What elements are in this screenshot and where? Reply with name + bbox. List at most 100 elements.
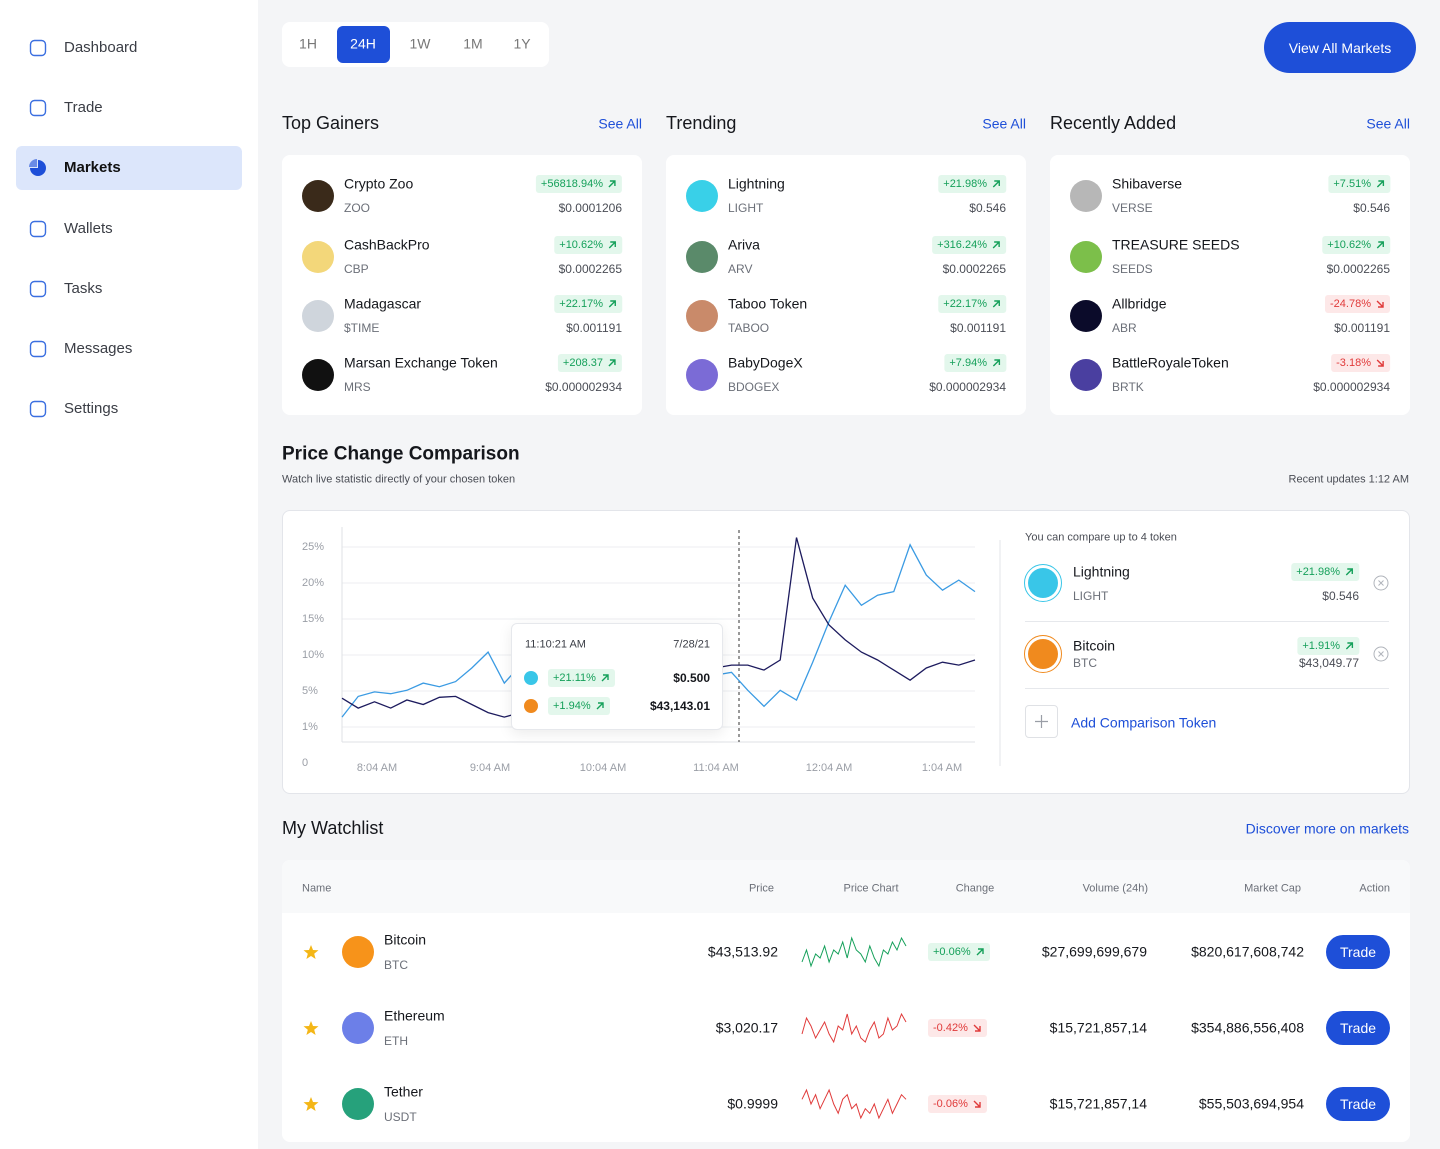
change-badge: +21.11%	[548, 669, 615, 687]
token-price: $3,020.17	[715, 1019, 778, 1036]
see-all-link[interactable]: See All	[598, 115, 642, 132]
token-symbol: $TIME	[344, 320, 380, 335]
y-tick-label: 0	[302, 757, 308, 769]
trade-button[interactable]: Trade	[1326, 1011, 1390, 1045]
arrow-icon	[1345, 642, 1353, 650]
arrow-icon	[608, 241, 616, 249]
tooltip	[511, 623, 723, 730]
sparkline	[801, 936, 907, 968]
token-avatar	[1070, 180, 1102, 212]
token-price: $0.546	[969, 200, 1006, 215]
trade-button[interactable]: Trade	[1326, 935, 1390, 969]
token-name: Taboo Token	[728, 295, 808, 312]
add-token-link[interactable]: Add Comparison Token	[1071, 714, 1217, 731]
x-tick-label: 10:04 AM	[580, 762, 626, 774]
nav-item[interactable]: Messages	[64, 340, 133, 357]
remove-button[interactable]	[1373, 575, 1389, 591]
change-badge: +56818.94%	[535, 175, 622, 193]
volume: $27,699,699,679	[1041, 943, 1147, 960]
arrow-icon	[1376, 359, 1384, 367]
token-name: Crypto Zoo	[344, 175, 414, 192]
change-badge: +208.37	[557, 354, 622, 372]
x-tick-label: 8:04 AM	[357, 762, 397, 774]
token-ring	[1024, 635, 1062, 673]
x-tick-label: 11:04 AM	[693, 762, 739, 774]
see-all-link[interactable]: See All	[1366, 115, 1410, 132]
nav-item[interactable]: Trade	[64, 99, 103, 116]
change-badge: +1.94%	[548, 697, 610, 715]
token-price: $43,513.92	[707, 943, 778, 960]
token-symbol: SEEDS	[1112, 261, 1153, 276]
token-name: Tether	[384, 1083, 423, 1100]
sparkline-line	[801, 936, 907, 968]
plus-icon	[1035, 715, 1048, 728]
y-tick-label: 5%	[302, 685, 318, 697]
arrow-icon	[992, 241, 1000, 249]
change-badge: +7.51%	[1328, 175, 1390, 193]
column-header: Price Chart	[843, 882, 899, 895]
arrow-icon	[1345, 568, 1353, 576]
token-name: TREASURE SEEDS	[1112, 236, 1240, 253]
token-symbol: BTC	[384, 957, 408, 972]
add-icon[interactable]	[1025, 705, 1058, 738]
token-price: $0.0002265	[1326, 261, 1390, 276]
token-avatar	[686, 300, 718, 332]
nav-item[interactable]: Dashboard	[64, 39, 138, 56]
star-icon	[303, 1097, 319, 1111]
token-symbol: USDT	[384, 1109, 417, 1124]
volume: $15,721,857,14	[1049, 1019, 1147, 1036]
arrow-icon	[976, 948, 984, 956]
timeframe-button[interactable]: 1H	[299, 35, 317, 52]
sparkline	[801, 1012, 907, 1044]
nav-item[interactable]: Markets	[64, 159, 121, 176]
nav-item[interactable]: Settings	[64, 400, 119, 417]
token-avatar	[1028, 639, 1058, 669]
arrow-icon	[1376, 300, 1384, 308]
timeframe-button[interactable]: 24H	[350, 35, 376, 52]
token-name: Ethereum	[384, 1007, 445, 1024]
nav-item[interactable]: Wallets	[64, 220, 113, 237]
sparkline-line	[801, 1012, 907, 1044]
y-tick-label: 25%	[302, 541, 324, 553]
token-symbol: ZOO	[344, 200, 370, 215]
timeframe-button[interactable]: 1M	[463, 35, 483, 52]
change-badge: +21.98%	[1291, 563, 1359, 581]
token-avatar	[302, 300, 334, 332]
token-price: $0.000002934	[929, 379, 1006, 394]
view-all-button[interactable]: View All Markets	[1264, 22, 1416, 73]
token-symbol: ARV	[728, 261, 753, 276]
y-tick-label: 1%	[302, 721, 318, 733]
star-icon	[303, 945, 319, 959]
arrow-icon	[1376, 241, 1384, 249]
token-symbol: LIGHT	[1073, 588, 1109, 603]
token-name: Lightning	[728, 175, 785, 192]
see-all-link[interactable]: See All	[982, 115, 1026, 132]
nav-item[interactable]: Tasks	[64, 280, 103, 297]
discover-link[interactable]: Discover more on markets	[1245, 820, 1409, 837]
token-price: $0.001191	[1334, 320, 1390, 335]
token-symbol: MRS	[344, 379, 371, 394]
token-name: Shibaverse	[1112, 175, 1183, 192]
token-name: Allbridge	[1112, 295, 1167, 312]
token-name: Bitcoin	[384, 931, 427, 948]
timeframe-button[interactable]: 1W	[409, 35, 431, 52]
token-price: $0.0002265	[942, 261, 1006, 276]
column-header: Action	[1359, 882, 1390, 895]
change-badge: -3.18%	[1331, 354, 1390, 372]
separator	[1025, 688, 1389, 689]
remove-button[interactable]	[1373, 646, 1389, 662]
token-avatar	[524, 699, 538, 713]
trade-button[interactable]: Trade	[1326, 1087, 1390, 1121]
token-avatar	[524, 671, 538, 685]
nav-icon	[29, 159, 46, 176]
updated-note: Recent updates 1:12 AM	[1288, 473, 1409, 486]
x-tick-label: 1:04 AM	[922, 762, 962, 774]
token-price: $0.000002934	[545, 379, 622, 394]
change-badge: -0.42%	[928, 1019, 987, 1037]
token-name: Ariva	[728, 236, 760, 253]
sidebar	[0, 0, 258, 1149]
x-tick-label: 12:04 AM	[806, 762, 852, 774]
change-badge: +0.06%	[928, 943, 990, 961]
token-avatar	[342, 1088, 374, 1120]
timeframe-button[interactable]: 1Y	[513, 35, 531, 52]
